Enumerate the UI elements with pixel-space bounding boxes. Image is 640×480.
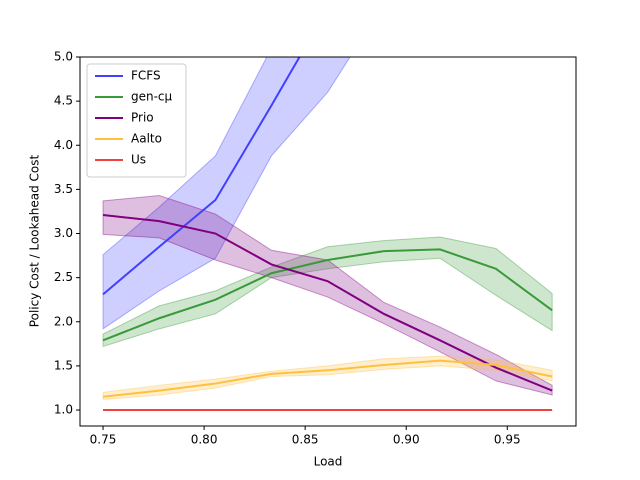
line — [102, 213, 553, 392]
y-tick-label: 4.5 — [54, 94, 73, 108]
confidence-band — [102, 355, 553, 400]
y-tick-label: 2.5 — [54, 270, 73, 284]
line — [102, 57, 301, 296]
y-tick-label: 1.5 — [54, 358, 73, 372]
y-axis-label: Policy Cost / Lookahead Cost — [28, 155, 42, 328]
axes-frame — [79, 56, 577, 427]
x-tick-label: 0.75 — [90, 433, 117, 447]
line — [102, 359, 553, 398]
confidence-band — [102, 57, 351, 330]
legend-label: Us — [131, 153, 146, 167]
y-tick-label: 3.0 — [54, 226, 73, 240]
legend-label: FCFS — [131, 69, 161, 83]
confidence-band — [102, 236, 553, 348]
plot-area — [102, 57, 553, 412]
legend-label: Prio — [131, 111, 154, 125]
line — [102, 248, 553, 342]
y-tick-label: 1.0 — [54, 403, 73, 417]
x-tick-label: 0.80 — [191, 433, 218, 447]
y-tick-label: 5.0 — [54, 50, 73, 64]
x-tick-label: 0.90 — [393, 433, 420, 447]
legend-label: Aalto — [131, 132, 162, 146]
y-tick-label: 3.5 — [54, 182, 73, 196]
y-tick-label: 2.0 — [54, 314, 73, 328]
legend-label: gen-cμ — [131, 90, 173, 104]
legend-box — [86, 63, 187, 178]
x-axis-label: Load — [314, 455, 343, 469]
x-tick-label: 0.95 — [494, 433, 521, 447]
x-tick-label: 0.85 — [292, 433, 319, 447]
y-tick-label: 4.0 — [54, 138, 73, 152]
confidence-band — [102, 195, 553, 396]
